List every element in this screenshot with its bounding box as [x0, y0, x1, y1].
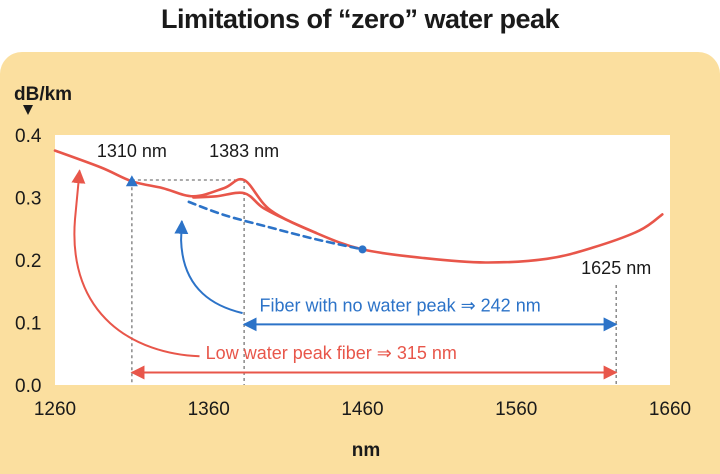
x-tick-label: 1560 — [495, 399, 537, 420]
annotation-no-water-peak: Fiber with no water peak ⇒ 242 nm — [259, 295, 540, 315]
x-axis-label: nm — [352, 440, 381, 461]
y-axis-label: dB/km — [14, 84, 72, 105]
y-tick-label: 0.2 — [15, 251, 41, 272]
chart-title: Limitations of “zero” water peak — [160, 4, 560, 34]
plot-area — [55, 135, 670, 385]
annotation-1625nm: 1625 nm — [581, 258, 651, 278]
annotation-low-water-peak: Low water peak fiber ⇒ 315 nm — [206, 343, 457, 363]
series-line-3 — [187, 200, 364, 251]
marker-circle — [358, 245, 367, 254]
x-tick-label: 1360 — [188, 399, 230, 420]
y-tick-label: 0.3 — [15, 189, 41, 210]
x-tick-label: 1260 — [34, 399, 76, 420]
series-line-2 — [192, 191, 318, 235]
pointer-arrow-red — [71, 169, 200, 358]
x-tick-label: 1660 — [649, 399, 691, 420]
y-tick-label: 0.1 — [15, 314, 41, 335]
y-tick-label: 0.0 — [15, 376, 41, 397]
annotation-1310nm: 1310 nm — [97, 141, 167, 161]
y-axis-label-pointer — [23, 105, 33, 115]
x-tick-label: 1460 — [341, 399, 383, 420]
pointer-arrow-blue — [174, 219, 243, 315]
y-tick-label: 0.4 — [15, 126, 42, 147]
marker-triangle — [125, 175, 138, 187]
annotation-1383nm: 1383 nm — [209, 141, 279, 161]
